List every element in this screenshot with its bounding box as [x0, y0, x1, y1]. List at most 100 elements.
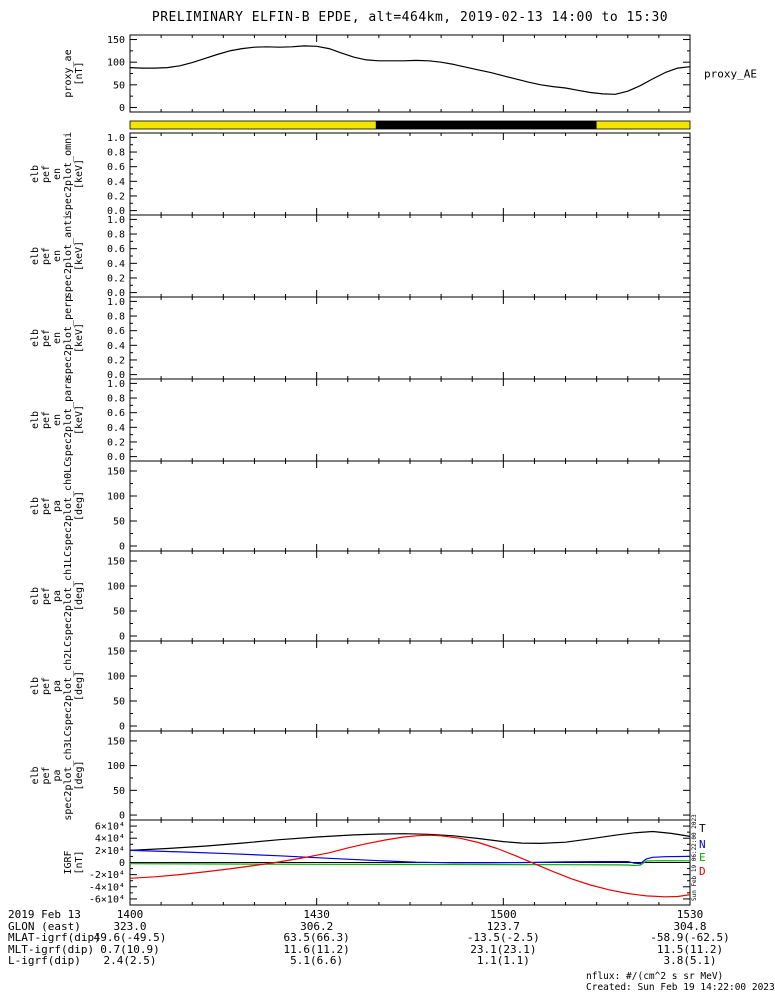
- plot-notes: nflux: #/(cm^2 s sr MeV) Created: Sun Fe…: [586, 971, 775, 993]
- footer-value: 0.7(10.9): [100, 942, 160, 956]
- y-axis-label: elb: [30, 766, 41, 784]
- footer-value: 1530: [676, 908, 704, 921]
- y-tick-label: 150: [107, 557, 125, 568]
- y-tick-label: 0.6: [107, 162, 125, 173]
- y-tick-label: 0: [119, 811, 125, 822]
- y-axis-label: pef: [41, 497, 52, 515]
- y-tick-label: -2×10⁴: [89, 870, 125, 881]
- footer-value: 306.2: [300, 919, 334, 933]
- en-spec2plot-para-panel-border: [129, 378, 691, 462]
- y-axis-label: [keV]: [74, 405, 85, 435]
- y-tick-label: 100: [107, 58, 125, 69]
- y-tick-label: 0.0: [107, 288, 125, 299]
- pa-spec2plot-ch3lc-panel-border: [129, 730, 691, 821]
- y-axis-label: pef: [41, 766, 52, 784]
- y-tick-label: 0.8: [107, 230, 125, 241]
- y-axis-label: [deg]: [74, 760, 85, 790]
- y-tick-label: 0.2: [107, 437, 125, 448]
- footer-row-label: 2019 Feb 13: [8, 908, 81, 921]
- y-tick-label: 50: [113, 607, 125, 618]
- y-tick-label: 100: [107, 582, 125, 593]
- y-tick-label: 4×10⁴: [95, 834, 125, 845]
- pa-spec2plot-ch2lc-panel-border: [129, 640, 691, 732]
- footer-row: GLON (east) 323.0 306.2 123.7 304.8: [0, 919, 775, 933]
- footer-value: -13.5(-2.5): [466, 931, 540, 944]
- series-T: [129, 830, 691, 851]
- y-axis-label: spec2plot_ch0LC: [63, 461, 74, 551]
- y-axis-label: spec2plot_para: [63, 378, 74, 462]
- y-tick-label: 0.0: [107, 206, 125, 217]
- y-tick-label: 0.6: [107, 326, 125, 337]
- y-tick-label: 0.4: [107, 177, 125, 188]
- y-axis-label: elb: [30, 165, 41, 183]
- y-axis-label: pef: [41, 587, 52, 605]
- status-bar-segment: [130, 121, 376, 129]
- y-axis-label: spec2plot_ch1LC: [63, 551, 74, 641]
- y-tick-label: 0: [119, 542, 125, 553]
- series-D: [129, 834, 691, 898]
- footer-value: -58.9(-62.5): [650, 931, 730, 944]
- footer-value: 123.7: [486, 919, 520, 933]
- footer-value: 3.8(5.1): [663, 954, 717, 967]
- legend-D: D: [699, 865, 706, 878]
- y-tick-label: 100: [107, 761, 125, 772]
- y-tick-label: 0: [119, 722, 125, 733]
- series-N: [129, 849, 691, 865]
- footer-value: 1430: [303, 908, 330, 921]
- y-axis-label: en: [52, 414, 63, 426]
- y-tick-label: 1.0: [107, 133, 125, 144]
- y-axis-label: pa: [52, 769, 63, 781]
- y-tick-label: 50: [113, 697, 125, 708]
- footer-value: 2.4(2.5): [103, 954, 157, 967]
- status-bar-segment: [375, 121, 597, 129]
- y-axis-label: [deg]: [74, 491, 85, 521]
- y-axis-label: elb: [30, 247, 41, 265]
- y-tick-label: 0.2: [107, 191, 125, 202]
- status-bar-border: [129, 120, 691, 130]
- pa-spec2plot-ch1lc-panel-border: [129, 550, 691, 642]
- y-tick-label: 150: [107, 467, 125, 478]
- footer-value: 323.0: [113, 919, 147, 933]
- y-axis-label: pef: [41, 247, 52, 265]
- y-axis-label: pef: [41, 411, 52, 429]
- y-tick-label: 150: [107, 736, 125, 747]
- y-axis-label: pa: [52, 590, 63, 602]
- nflux-note: nflux: #/(cm^2 s sr MeV): [586, 971, 724, 982]
- y-tick-label: 0.4: [107, 423, 125, 434]
- y-tick-label: 50: [113, 786, 125, 797]
- right-label-proxy-ae: proxy_AE: [704, 68, 757, 81]
- series-proxy_AE: [129, 45, 691, 95]
- y-tick-label: 50: [113, 80, 125, 91]
- legend-E: E: [699, 851, 706, 864]
- y-tick-label: 0.6: [107, 244, 125, 255]
- y-axis-label: en: [52, 332, 63, 344]
- footer-value: 11.6(11.2): [283, 942, 350, 956]
- y-axis-label: spec2plot_perp: [63, 296, 74, 380]
- y-axis-label: spec2plot_omni: [63, 132, 74, 216]
- y-tick-label: 1.0: [107, 379, 125, 390]
- y-axis-label: pef: [41, 677, 52, 695]
- status-bar-segment: [596, 121, 690, 129]
- y-tick-label: 0.4: [107, 259, 125, 270]
- y-tick-label: 0: [119, 858, 125, 869]
- y-tick-label: 0: [119, 103, 125, 114]
- y-axis-label: spec2plot_ch2LC: [63, 641, 74, 731]
- footer-value: 1.1(1.1): [476, 954, 530, 967]
- footer-value: 1400: [116, 908, 144, 921]
- pa-spec2plot-ch0lc-panel-border: [129, 460, 691, 552]
- footer-value: 1500: [490, 908, 517, 921]
- y-axis-label: [keV]: [74, 323, 85, 353]
- y-axis-label: elb: [30, 411, 41, 429]
- y-tick-label: -4×10⁴: [89, 882, 125, 893]
- footer-value: 304.8: [673, 919, 707, 933]
- side-timestamp: Sun Feb 19 06:22:00 2023: [691, 814, 698, 901]
- y-axis-label: elb: [30, 329, 41, 347]
- en-spec2plot-anti-panel-border: [129, 214, 691, 298]
- y-tick-label: 0.2: [107, 273, 125, 284]
- footer-row-label: GLON (east): [8, 919, 81, 933]
- y-axis-label: en: [52, 250, 63, 262]
- y-axis-label: [keV]: [74, 159, 85, 189]
- y-tick-label: 100: [107, 492, 125, 503]
- y-axis-label: pef: [41, 329, 52, 347]
